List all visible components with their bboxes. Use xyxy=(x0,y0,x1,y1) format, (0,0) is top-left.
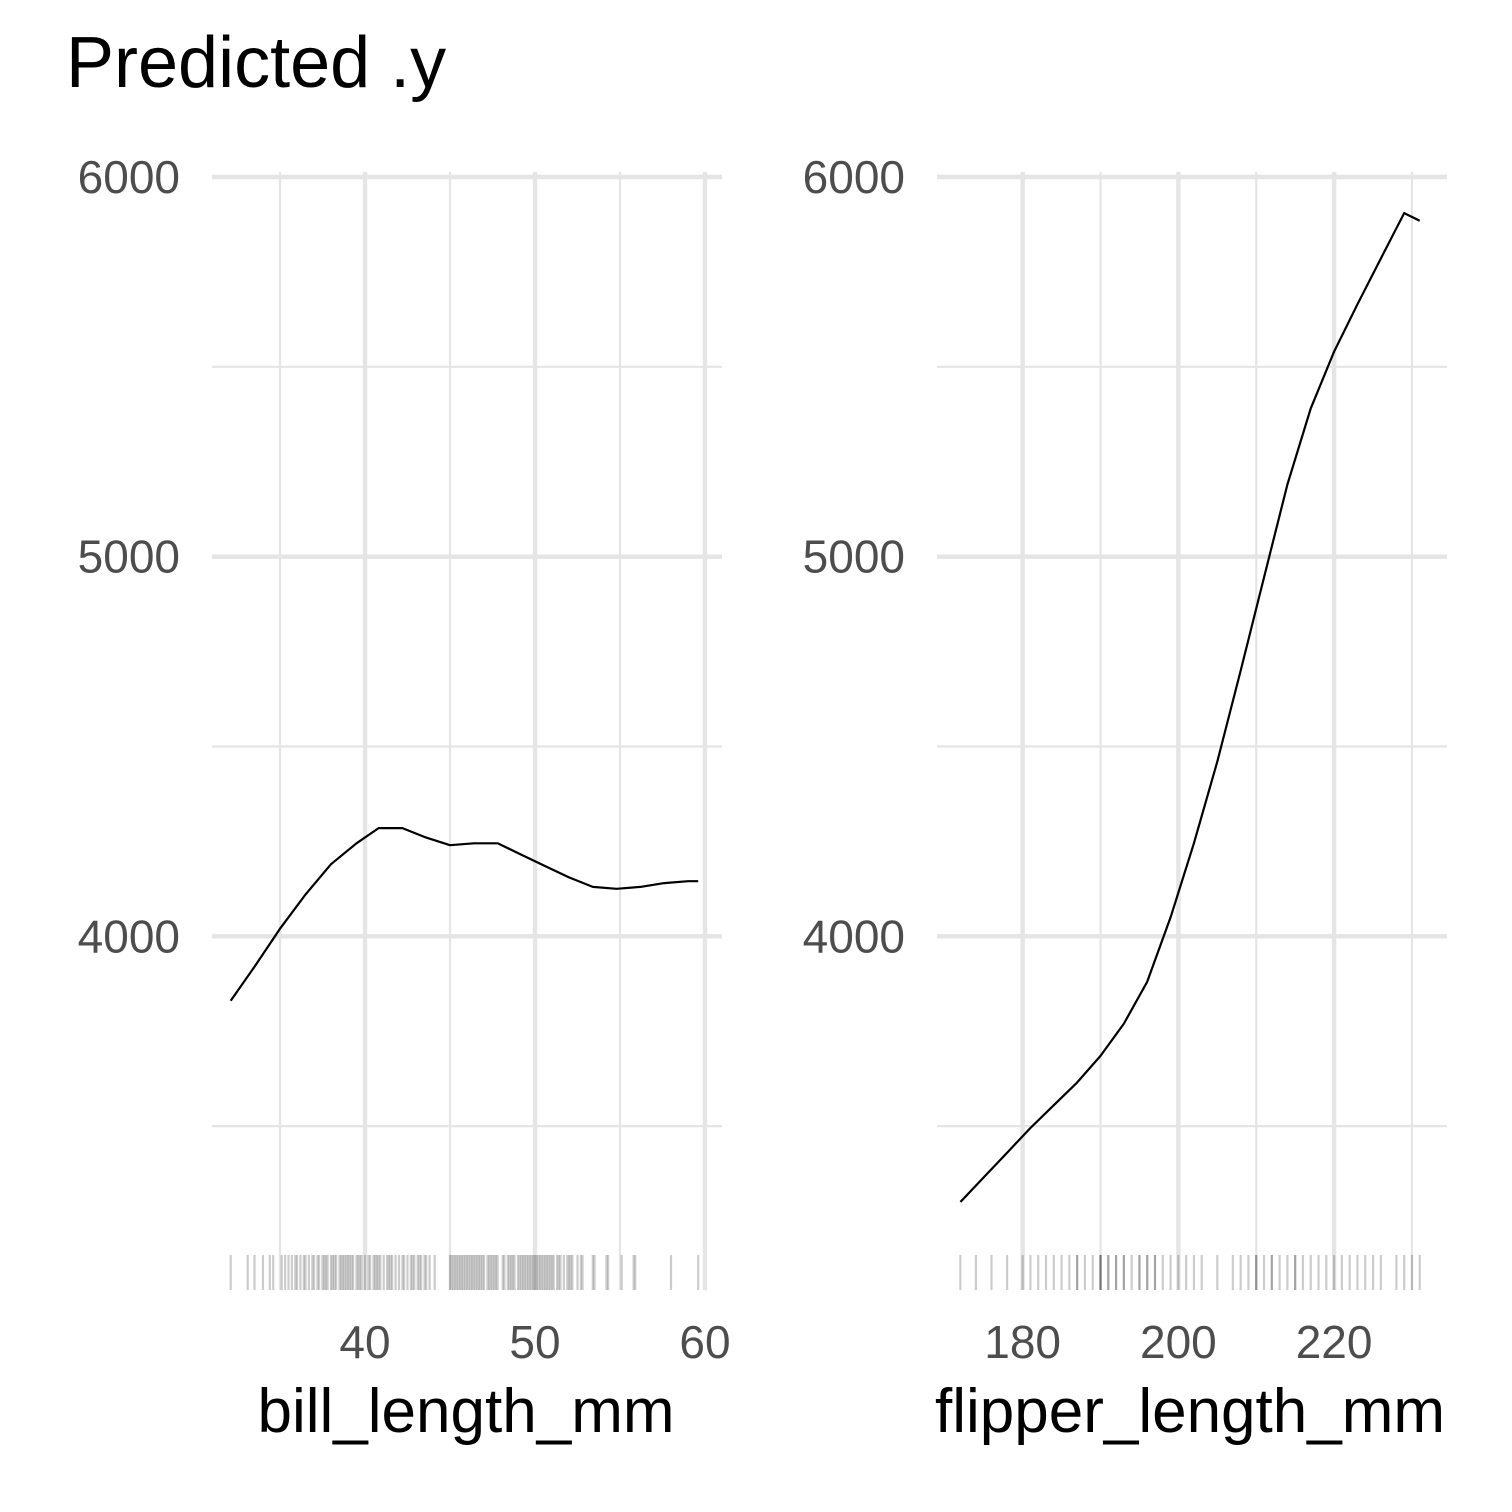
x-axis-title: bill_length_mm xyxy=(258,1377,675,1446)
x-tick-label: 60 xyxy=(679,1316,730,1368)
x-tick-label: 200 xyxy=(1140,1316,1217,1368)
x-tick-label: 220 xyxy=(1296,1316,1373,1368)
y-tick-label: 5000 xyxy=(803,531,905,583)
x-tick-label: 180 xyxy=(984,1316,1061,1368)
x-tick-label: 40 xyxy=(339,1316,390,1368)
series-line xyxy=(959,212,1421,1203)
panel-flipper-length: 4000 5000 6000 180 200 220 flipper_length_mm xyxy=(803,151,1447,1446)
y-tick-label: 4000 xyxy=(803,910,905,962)
chart-title: Predicted .y xyxy=(66,23,447,103)
y-tick-label: 6000 xyxy=(803,151,905,203)
y-tick-label: 6000 xyxy=(78,151,180,203)
series-line xyxy=(229,826,699,1002)
x-tick-label: 50 xyxy=(509,1316,560,1368)
y-tick-label: 4000 xyxy=(78,910,180,962)
y-tick-label: 5000 xyxy=(78,531,180,583)
x-axis-title: flipper_length_mm xyxy=(935,1377,1445,1446)
